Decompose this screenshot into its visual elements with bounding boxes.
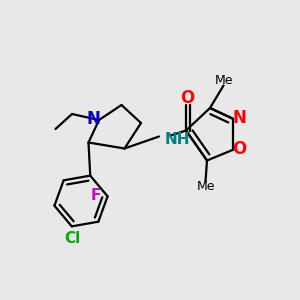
Text: Cl: Cl	[64, 232, 80, 247]
Text: F: F	[91, 188, 101, 203]
Text: N: N	[232, 109, 246, 127]
Text: Me: Me	[197, 180, 215, 194]
Text: NH: NH	[164, 132, 190, 147]
Text: N: N	[87, 110, 100, 128]
Text: Me: Me	[215, 74, 233, 88]
Text: O: O	[180, 89, 194, 107]
Text: O: O	[232, 140, 246, 158]
